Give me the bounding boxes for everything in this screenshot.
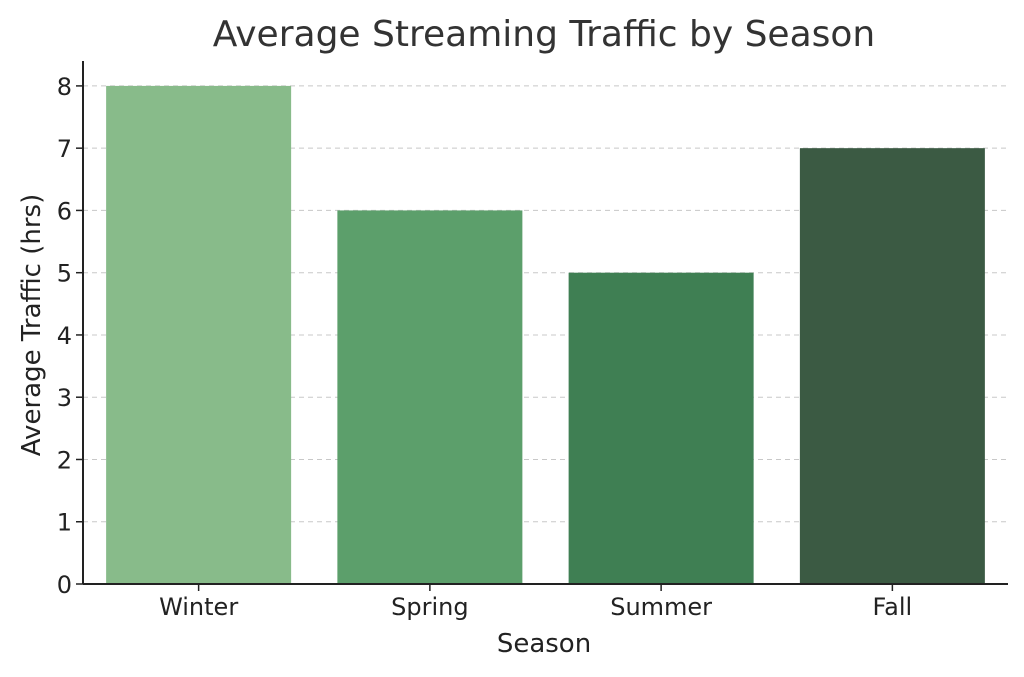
y-tick-label-0: 0 [57, 571, 72, 599]
y-ticks: 0 1 2 3 4 5 6 7 8 [57, 73, 83, 599]
y-tick-label-2: 2 [57, 446, 72, 474]
y-tick-label-3: 3 [57, 384, 72, 412]
chart-title: Average Streaming Traffic by Season [213, 14, 876, 55]
bar-summer [568, 272, 754, 584]
y-tick-label-8: 8 [57, 73, 72, 101]
x-tick-label-summer: Summer [610, 593, 712, 621]
bars [106, 85, 985, 585]
y-tick-label-1: 1 [57, 509, 72, 537]
bar-fall [799, 148, 985, 584]
x-tick-label-spring: Spring [391, 593, 468, 621]
bar-winter [106, 85, 292, 585]
bar-spring [337, 210, 523, 584]
y-tick-label-5: 5 [57, 260, 72, 288]
x-ticks: Winter Spring Summer Fall [159, 584, 912, 621]
y-tick-label-6: 6 [57, 197, 72, 225]
x-axis-label: Season [497, 629, 591, 659]
y-tick-label-7: 7 [57, 135, 72, 163]
y-axis-label: Average Traffic (hrs) [17, 194, 47, 456]
y-tick-label-4: 4 [57, 322, 72, 350]
x-tick-label-fall: Fall [873, 593, 913, 621]
x-tick-label-winter: Winter [159, 593, 238, 621]
